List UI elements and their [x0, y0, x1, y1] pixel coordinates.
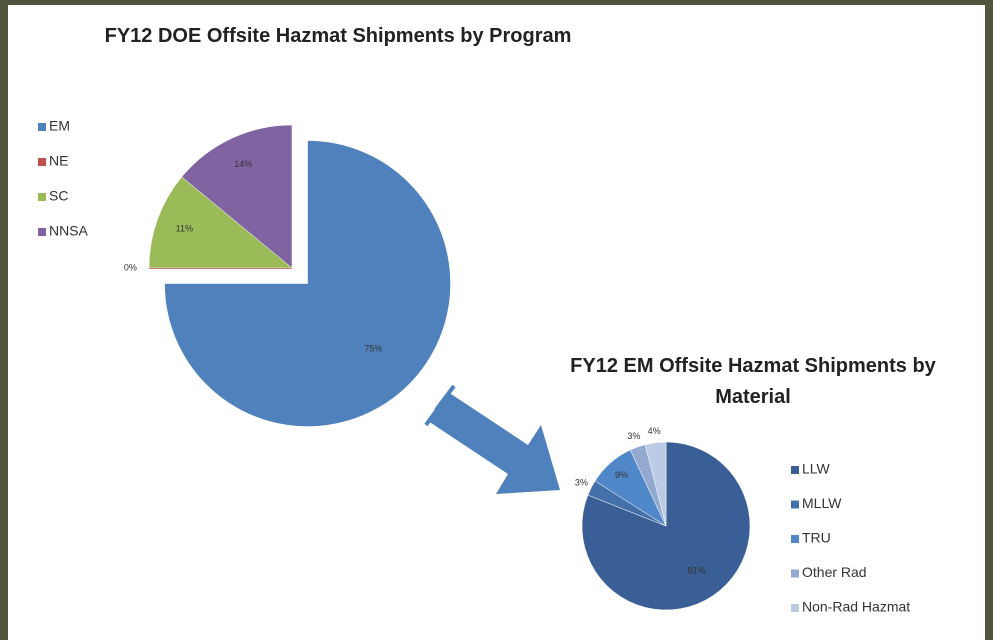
chart-title: FY12 EM Offsite Hazmat Shipments by Mate…	[570, 355, 936, 408]
data-label: 11%	[176, 224, 193, 234]
slide-panel: 75% EM 0% NE 11% SC 14% NNSA 81% LLW 3% MLLW 9% TRU 3%…	[8, 5, 985, 640]
data-label: 0%	[124, 262, 137, 272]
legend-swatch	[38, 193, 46, 201]
legend-swatch	[38, 158, 46, 166]
legend-label: TRU	[802, 530, 831, 546]
pie-slice	[148, 176, 293, 269]
legend-swatch	[791, 604, 799, 612]
legend-swatch	[38, 123, 46, 131]
chart-canvas: 75% EM 0% NE 11% SC 14% NNSA 81% LLW 3% MLLW 9% TRU 3%…	[38, 118, 910, 615]
data-label: 75%	[364, 344, 382, 354]
legend-label: MLLW	[802, 495, 842, 511]
legend-label: NE	[49, 153, 68, 169]
data-label: 3%	[575, 477, 588, 487]
data-label: 3%	[627, 431, 640, 441]
legend-swatch	[791, 535, 799, 543]
legend-label: SC	[49, 188, 68, 204]
data-label: 9%	[615, 470, 628, 480]
legend-label: EM	[49, 118, 70, 134]
data-label: 4%	[648, 426, 661, 436]
data-label: 14%	[234, 159, 252, 169]
data-label: 81%	[688, 566, 706, 576]
arrow-stripe	[424, 398, 446, 427]
pie-slice	[164, 140, 451, 427]
arrow	[428, 392, 560, 494]
legend-label: LLW	[802, 461, 831, 477]
legend-label: NNSA	[49, 223, 89, 239]
legend-swatch	[791, 500, 799, 509]
chart-title: FY12 DOE Offsite Hazmat Shipments by Pro…	[104, 25, 572, 47]
legend-swatch	[791, 569, 799, 578]
legend-swatch	[38, 228, 46, 236]
legend-label: Non-Rad Hazmat	[802, 599, 910, 615]
pie-slice	[644, 441, 667, 527]
legend-swatch	[791, 466, 799, 474]
pie-slice	[181, 124, 293, 269]
legend-label: Other Rad	[802, 564, 867, 580]
pie-slice	[581, 441, 751, 611]
